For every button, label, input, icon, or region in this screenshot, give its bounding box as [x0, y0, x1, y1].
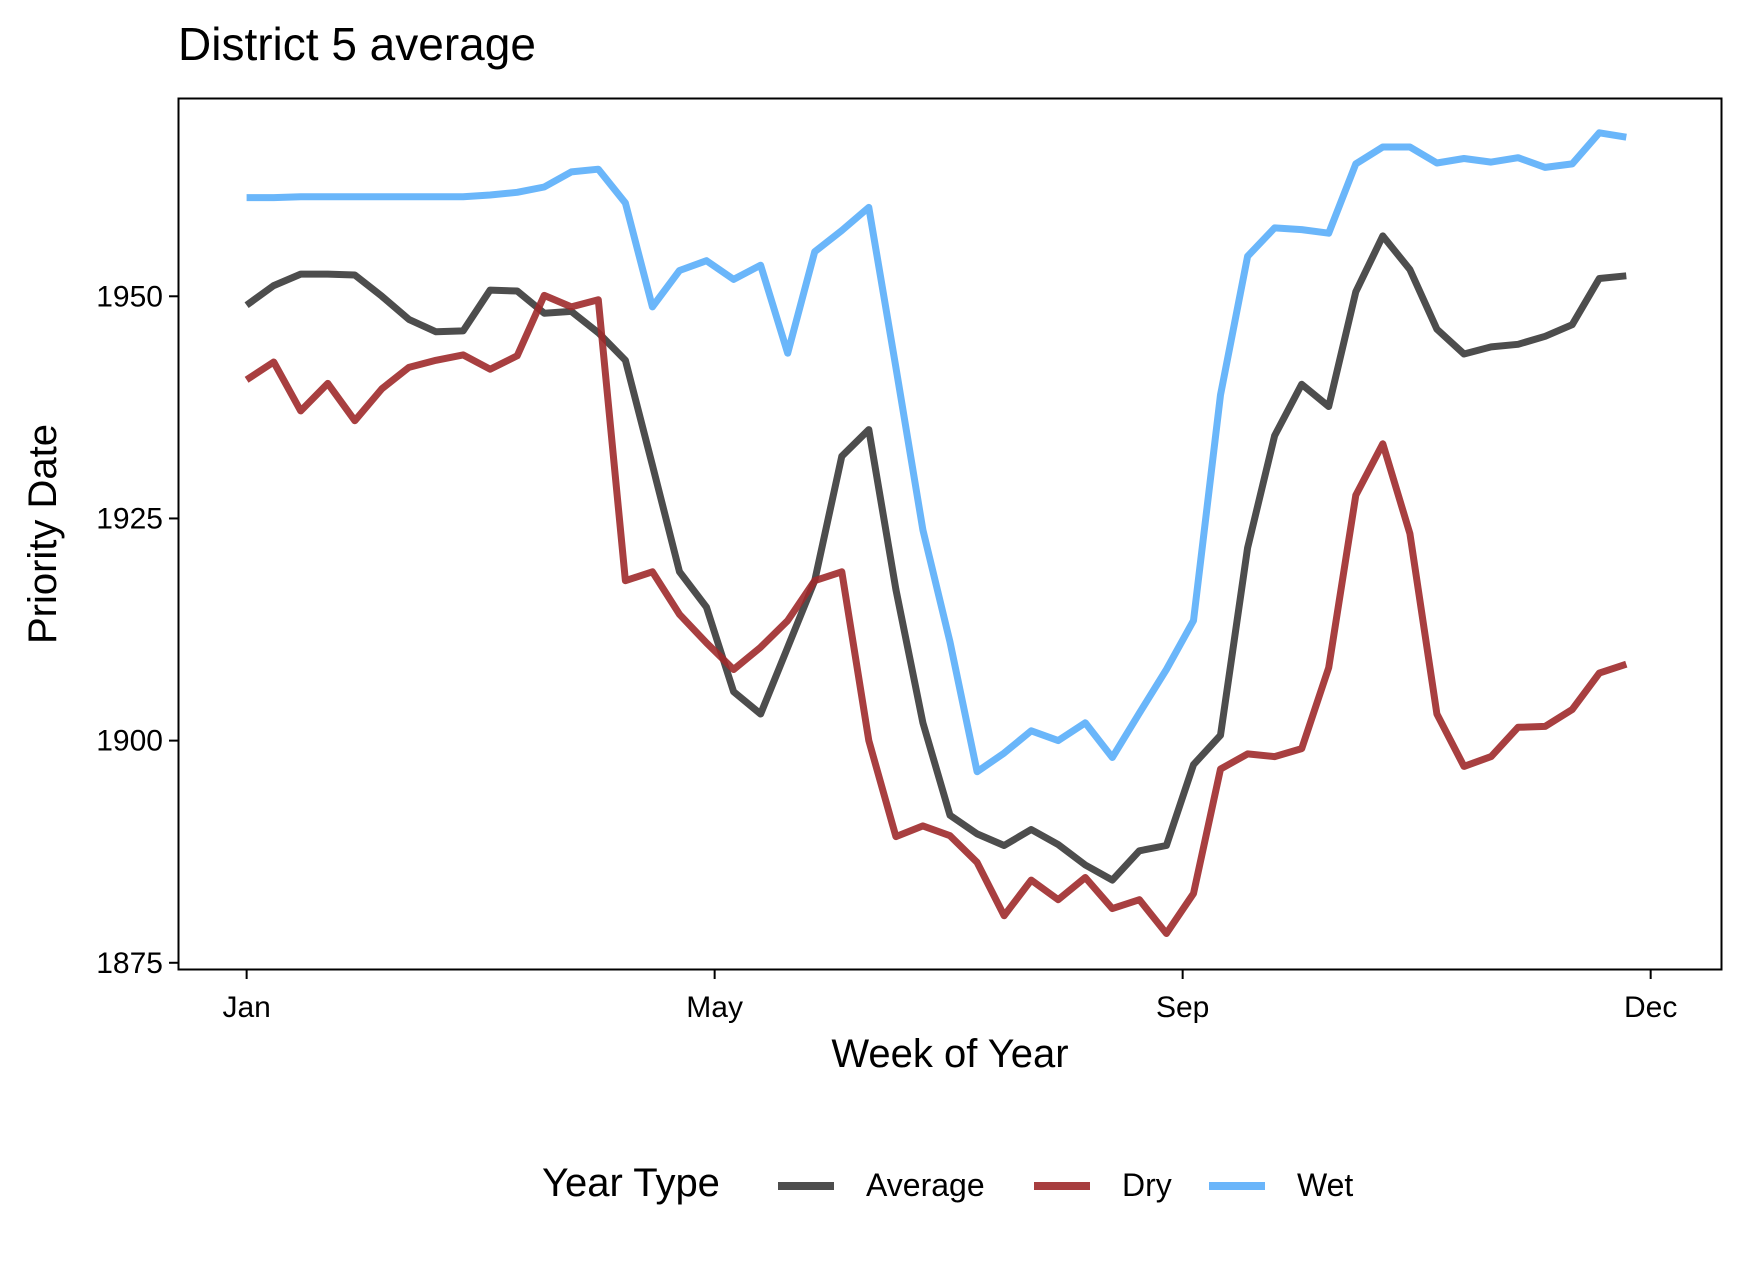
plot-panel [177, 97, 1723, 971]
x-axis-title: Week of Year [831, 1032, 1068, 1076]
legend: Year Type Average Dry Wet [542, 1161, 1353, 1205]
y-tick-label: 1900 [96, 725, 163, 758]
x-tick-label: Jan [222, 991, 270, 1024]
y-axis-title: Priority Date [21, 424, 65, 644]
y-tick-label: 1925 [96, 502, 163, 535]
x-tick-label: May [686, 991, 743, 1024]
legend-label-average: Average [866, 1167, 985, 1203]
y-tick-label: 1950 [96, 280, 163, 313]
series-line-dry [244, 291, 1628, 937]
legend-label-wet: Wet [1297, 1167, 1353, 1203]
chart-title: District 5 average [178, 18, 536, 70]
x-axis: Jan May Sep Dec [222, 969, 1677, 1024]
legend-label-dry: Dry [1122, 1167, 1172, 1203]
legend-title: Year Type [542, 1161, 720, 1205]
x-tick-label: Dec [1624, 991, 1677, 1024]
x-tick-label: Sep [1156, 991, 1209, 1024]
series-line-wet [246, 129, 1627, 776]
y-tick-label: 1875 [96, 947, 163, 980]
series-line-average [244, 232, 1627, 884]
series-lines [244, 129, 1628, 937]
y-axis: 1875 1900 1925 1950 [96, 280, 179, 980]
